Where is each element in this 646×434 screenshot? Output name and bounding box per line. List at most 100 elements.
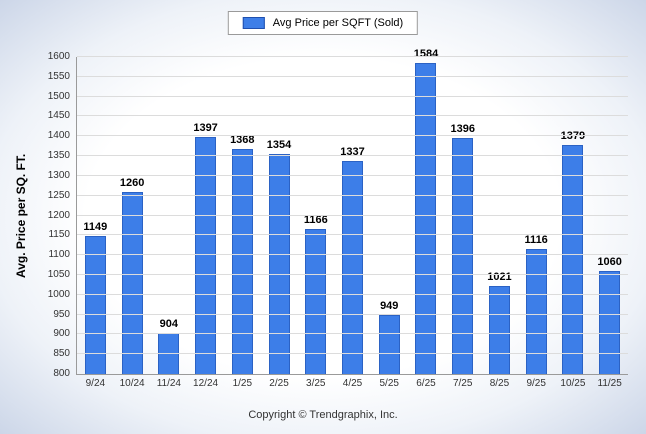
- bar: [121, 191, 143, 374]
- y-tick-label: 900: [53, 328, 70, 340]
- y-tick-label: 1250: [47, 189, 70, 201]
- bar: [84, 235, 106, 374]
- gridline: [77, 333, 628, 335]
- legend: Avg Price per SQFT (Sold): [227, 11, 419, 35]
- y-tick-label: 1100: [48, 249, 70, 261]
- x-tick-label: 6/25: [416, 378, 436, 389]
- x-tick-label: 1/25: [232, 378, 253, 389]
- bar: [231, 148, 253, 374]
- bar-value-label: 1166: [303, 213, 328, 226]
- bar: [599, 270, 621, 374]
- gridline: [77, 293, 628, 295]
- y-tick-label: 1050: [47, 268, 70, 280]
- gridline: [77, 135, 628, 137]
- bar: [268, 154, 290, 374]
- gridline: [77, 214, 628, 216]
- bar-slot: 1368: [224, 57, 261, 374]
- y-tick-label: 1150: [48, 229, 70, 241]
- gridline: [77, 254, 628, 256]
- bar-slot: 1396: [444, 57, 481, 374]
- y-tick-label: 850: [53, 348, 70, 360]
- bar-value-label: 1116: [524, 233, 548, 246]
- gridline: [77, 115, 628, 117]
- x-tick-label: 11/25: [597, 378, 622, 389]
- y-tick-label: 1300: [47, 169, 70, 181]
- bar: [452, 137, 474, 374]
- bar: [488, 286, 510, 374]
- gridline: [77, 56, 628, 57]
- x-tick-label: 8/25: [489, 378, 510, 389]
- bar-slot: 1354: [261, 57, 298, 374]
- x-tick-label: 11/24: [156, 378, 181, 389]
- y-axis-title: Avg. Price per SQ. FT.: [14, 153, 28, 279]
- y-tick-label: 1450: [47, 110, 70, 122]
- x-tick-label: 10/24: [119, 378, 145, 389]
- plot-area: 1149 1260 904 1397 1368 1354 1166 1337 949 1584 13…: [48, 49, 628, 389]
- bar-slot: 1021: [481, 57, 518, 374]
- x-tick-label: 3/25: [306, 378, 326, 389]
- bar-slot: 949: [371, 57, 408, 374]
- y-tick-label: 950: [53, 308, 70, 320]
- y-tick-label: 1400: [47, 130, 70, 142]
- bar-slot: 1060: [591, 57, 628, 374]
- bar: [562, 144, 584, 374]
- x-tick-label: 9/24: [85, 378, 106, 389]
- gridline: [77, 155, 628, 157]
- x-tick-label: 7/25: [452, 378, 473, 389]
- bar-value-label: 1021: [487, 271, 512, 284]
- bar-value-label: 1584: [413, 48, 439, 61]
- gridline: [77, 234, 628, 236]
- bar-value-label: 1396: [450, 122, 475, 135]
- bar-value-label: 1149: [83, 220, 108, 233]
- bar-slot: 1337: [334, 57, 371, 374]
- x-tick-label: 5/25: [379, 378, 399, 389]
- gridline: [77, 174, 628, 176]
- gridline: [77, 353, 628, 355]
- y-tick-label: 1550: [47, 70, 70, 82]
- bar-slot: 904: [150, 57, 187, 374]
- y-tick-label: 1200: [47, 209, 70, 221]
- copyright-text: Copyright © Trendgraphix, Inc.: [248, 409, 398, 421]
- bar: [415, 63, 437, 374]
- bar-slot: 1166: [297, 57, 334, 374]
- bar-value-label: 904: [159, 317, 179, 330]
- legend-swatch-icon: [242, 17, 265, 29]
- bars: 1149 1260 904 1397 1368 1354 1166 1337 949 1584 13…: [77, 49, 628, 374]
- x-tick-label: 9/25: [526, 378, 546, 389]
- gridline: [77, 273, 628, 275]
- bar-slot: 1149: [77, 57, 114, 374]
- bar: [525, 248, 547, 374]
- bar-value-label: 1060: [597, 255, 622, 268]
- y-tick-label: 800: [53, 368, 70, 379]
- y-tick-label: 1600: [47, 51, 70, 62]
- gridline: [77, 194, 628, 196]
- y-tick-label: 1350: [47, 150, 70, 162]
- bar-value-label: 1354: [266, 139, 292, 152]
- bar: [305, 228, 327, 374]
- bar-slot: 1260: [114, 57, 151, 374]
- bar-slot: 1116: [518, 57, 555, 374]
- bar-value-label: 1260: [119, 176, 145, 189]
- legend-label: Avg Price per SQFT (Sold): [272, 17, 404, 29]
- bar-slot: 1584: [408, 49, 445, 374]
- y-tick-label: 1000: [47, 288, 70, 300]
- x-tick-label: 4/25: [342, 378, 363, 389]
- bar: [378, 314, 400, 374]
- bar-value-label: 949: [380, 299, 399, 312]
- gridline: [77, 95, 628, 97]
- bar: [342, 161, 363, 374]
- bar-value-label: 1337: [340, 146, 365, 159]
- x-axis-labels: 9/24 10/24 11/24 12/24 1/25 2/25 3/25 4/25 5/25 6…: [77, 379, 628, 389]
- bar-value-label: 1397: [193, 122, 218, 135]
- x-tick-label: 12/24: [193, 378, 219, 389]
- x-tick-label: 2/25: [269, 378, 289, 389]
- x-tick-label: 10/25: [560, 378, 586, 389]
- bar: [195, 137, 217, 374]
- bar-value-label: 1368: [230, 133, 255, 146]
- bar-slot: 1397: [187, 57, 224, 374]
- bar-slot: 1379: [555, 57, 592, 374]
- y-tick-label: 1500: [47, 90, 70, 102]
- gridline: [77, 313, 628, 315]
- gridline: [77, 75, 628, 77]
